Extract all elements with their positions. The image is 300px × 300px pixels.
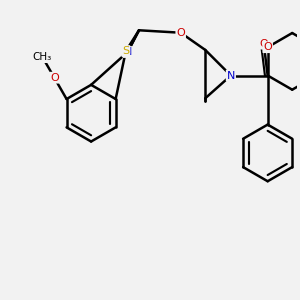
Text: O: O [50, 73, 59, 83]
Text: N: N [227, 70, 235, 80]
Text: O: O [263, 42, 272, 52]
Text: O: O [176, 28, 185, 38]
Text: N: N [123, 47, 132, 57]
Text: CH₃: CH₃ [33, 52, 52, 62]
Text: S: S [122, 46, 129, 56]
Text: O: O [260, 39, 268, 49]
